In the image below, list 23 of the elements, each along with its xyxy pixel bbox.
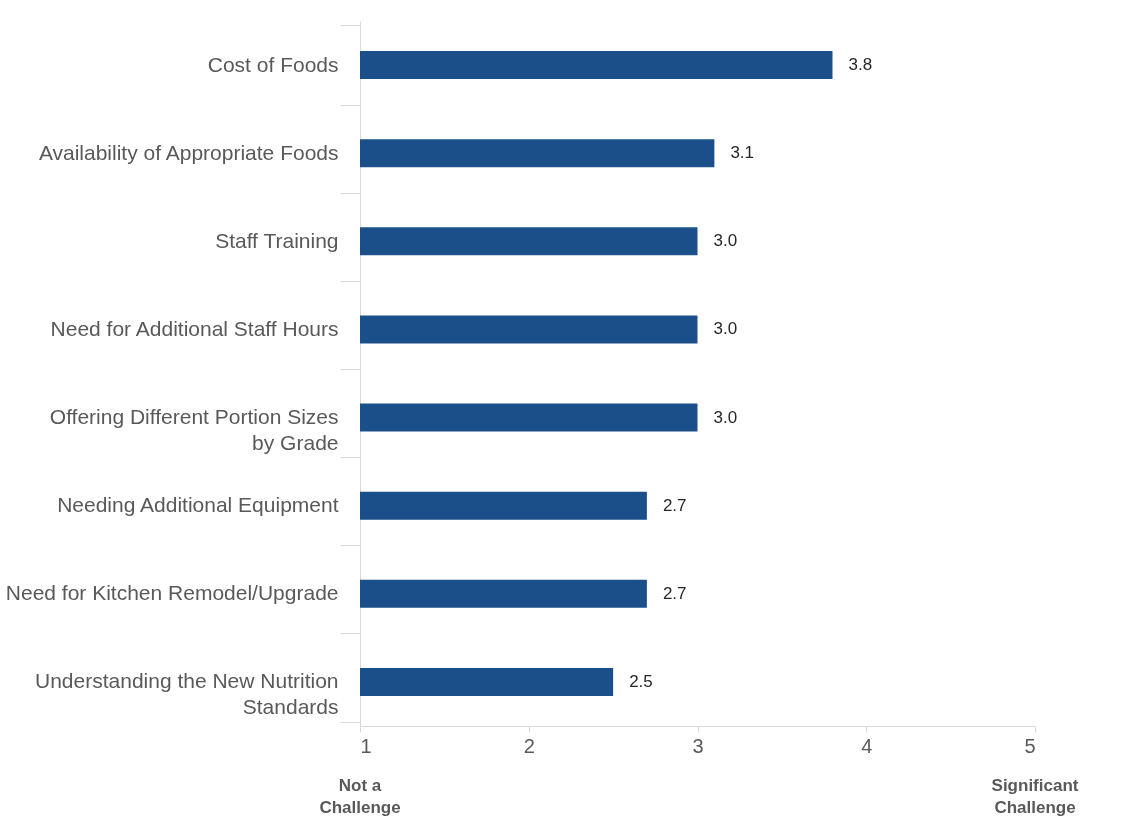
y-tick-label: Understanding the New Nutrition Standards	[35, 669, 339, 719]
y-tick-label: Need for Additional Staff Hours	[50, 316, 339, 340]
x-tick-label: 2	[523, 734, 535, 757]
x-tick-label: 3	[692, 734, 704, 757]
y-tick-label: Availability of Appropriate Foods	[38, 140, 339, 164]
text: Significant Challenge	[991, 776, 1079, 817]
data-label: 3.1	[730, 143, 755, 163]
data-label: 2.7	[662, 495, 687, 515]
data-label: 2.5	[629, 671, 653, 691]
y-tick-label: Offering Different Portion Sizes by Grade	[49, 405, 339, 455]
y-tick-label: Staff Training	[215, 228, 339, 252]
x-tick-label: 5	[1024, 734, 1036, 757]
x-tick-label: 1	[360, 734, 372, 757]
y-tick-label: Need for Kitchen Remodel/Upgrade	[5, 581, 339, 605]
data-label: 2.7	[662, 583, 687, 603]
y-tick-label: Needing Additional Equipment	[57, 493, 339, 517]
text: Not a Challenge	[319, 776, 401, 817]
data-label: 3.0	[713, 319, 738, 339]
data-label: 3.0	[713, 407, 738, 427]
data-label: 3.0	[713, 231, 738, 251]
y-tick-label: Cost of Foods	[207, 52, 339, 76]
data-label: 3.8	[848, 55, 873, 75]
x-tick-label: 4	[861, 734, 873, 757]
